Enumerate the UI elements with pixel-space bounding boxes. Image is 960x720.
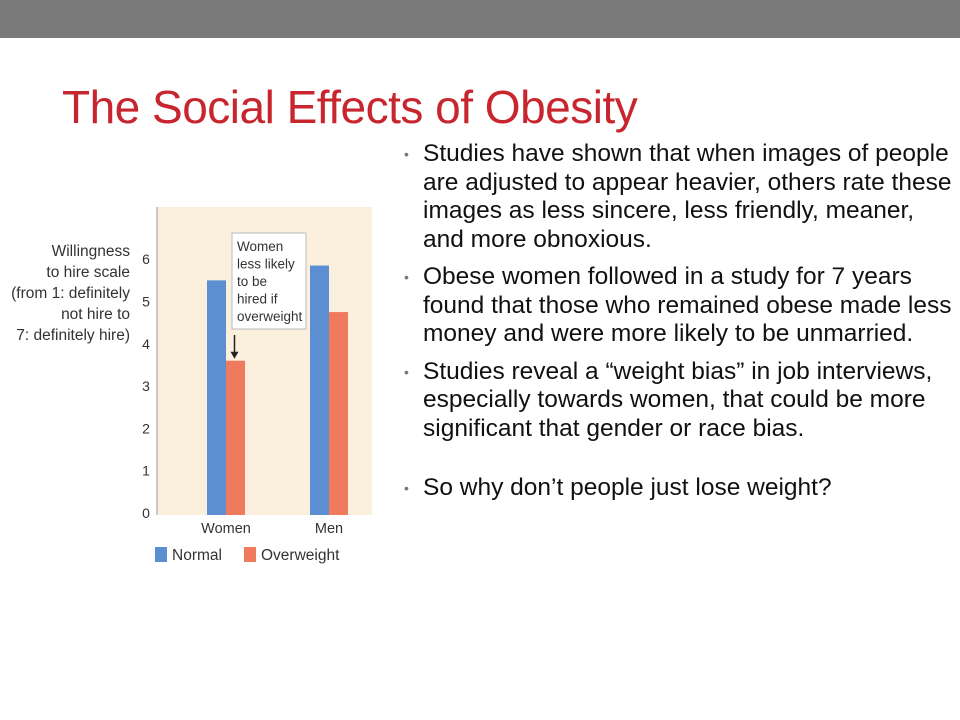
y-tick-label: 6 xyxy=(142,251,150,267)
y-axis-label: Willingness to hire scale (from 1: defin… xyxy=(4,241,130,346)
bar-overweight-women xyxy=(226,360,245,515)
annotation-text-line: to be xyxy=(237,274,267,289)
bullet-icon: • xyxy=(404,363,409,380)
bar-normal-men xyxy=(310,265,329,515)
bullet-item: • Studies have shown that when images of … xyxy=(402,140,954,254)
bullet-item: • Studies reveal a “weight bias” in job i… xyxy=(402,358,954,444)
slide-title: The Social Effects of Obesity xyxy=(62,81,638,133)
legend-label-overweight: Overweight xyxy=(261,547,340,564)
annotation-text-line: less likely xyxy=(237,257,295,272)
top-bar xyxy=(0,0,960,38)
y-tick-label: 0 xyxy=(142,505,150,521)
bullet-icon: • xyxy=(404,146,409,162)
y-axis-label-line: 7: definitely hire) xyxy=(16,327,130,344)
bullet-text: Studies have shown that when images of p… xyxy=(423,140,952,253)
y-axis-label-line: (from 1: definitely xyxy=(11,285,130,302)
annotation-arrow-head xyxy=(230,351,239,359)
legend-label-normal: Normal xyxy=(172,547,222,564)
bar-normal-women xyxy=(207,280,226,515)
bullet-text: Obese women followed in a study for 7 ye… xyxy=(423,263,952,347)
y-tick-label: 3 xyxy=(142,378,150,394)
x-tick-label: Men xyxy=(315,521,343,537)
y-tick-label: 1 xyxy=(142,463,150,479)
bullet-text: So why don’t people just lose weight? xyxy=(423,474,832,501)
bullet-item: • So why don’t people just lose weight? xyxy=(402,474,954,503)
y-axis-label-line: Willingness xyxy=(51,243,130,260)
y-tick-label: 4 xyxy=(142,336,150,352)
bullet-icon: • xyxy=(404,269,409,285)
annotation-text-line: hired if xyxy=(237,292,278,307)
bullet-icon: • xyxy=(404,480,409,496)
annotation-text-line: Women xyxy=(237,239,283,254)
bar-chart: 0 1 2 3 4 5 6 Women Men Normal Overweight Women less… xyxy=(142,207,372,564)
bar-overweight-men xyxy=(329,312,348,515)
x-tick-label: Women xyxy=(201,521,251,537)
y-tick-label: 2 xyxy=(142,420,150,436)
y-axis-label-line: not hire to xyxy=(61,306,130,323)
legend-swatch-overweight xyxy=(244,547,256,562)
bullet-text: Studies reveal a “weight bias” in job in… xyxy=(423,357,933,442)
y-tick-label: 5 xyxy=(142,294,150,310)
chart-figure: Willingness to hire scale (from 1: defin… xyxy=(0,195,400,585)
annotation-text-line: overweight xyxy=(237,309,303,324)
bullet-list: • Studies have shown that when images of … xyxy=(402,140,954,512)
annotation-box xyxy=(231,232,307,330)
legend-swatch-normal xyxy=(155,547,167,562)
bullet-item: • Obese women followed in a study for 7 y… xyxy=(402,263,954,349)
y-axis-label-line: to hire scale xyxy=(46,264,130,281)
